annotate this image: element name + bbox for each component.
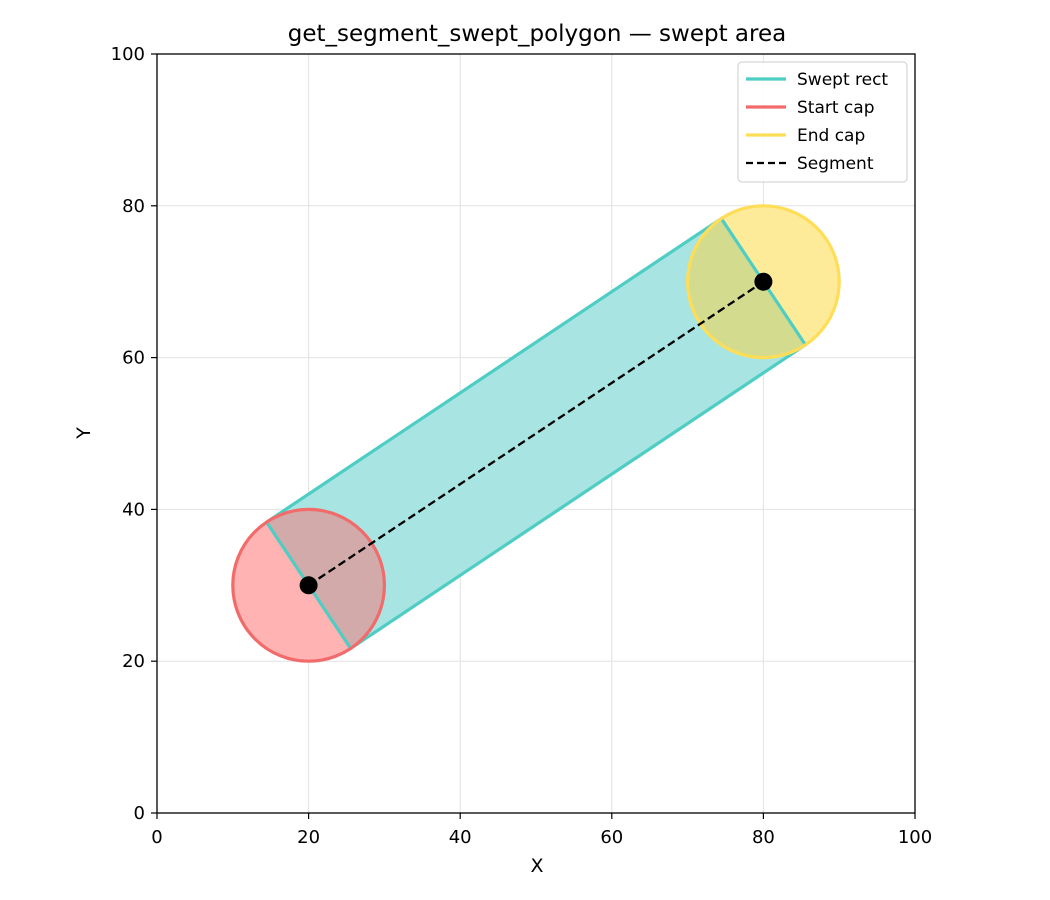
legend-label: End cap <box>797 126 865 146</box>
y-tick-label: 0 <box>134 803 145 824</box>
segment-end-point <box>754 272 773 291</box>
x-tick-label: 20 <box>297 827 320 848</box>
plot-content <box>231 204 841 663</box>
legend-label: Swept rect <box>797 70 888 90</box>
x-axis-label: X <box>530 855 543 877</box>
segment-start-point <box>299 576 318 595</box>
legend-label: Segment <box>797 154 874 174</box>
legend-box <box>737 61 908 183</box>
y-tick-label: 20 <box>122 651 145 672</box>
end-cap-outline <box>686 204 841 360</box>
y-tick-label: 40 <box>122 499 145 520</box>
x-tick-label: 80 <box>752 827 775 848</box>
start-cap-outline <box>231 507 387 663</box>
swept-rect-edge <box>264 216 723 524</box>
x-tick-label: 0 <box>151 827 162 848</box>
x-tick-label: 40 <box>449 827 472 848</box>
x-tick-label: 100 <box>898 827 932 848</box>
y-tick-label: 100 <box>111 44 145 65</box>
y-axis-label: Y <box>73 427 95 440</box>
x-axis: 0 20 40 60 80 100 <box>151 813 932 848</box>
chart-title: get_segment_swept_polygon — swept area <box>288 21 786 47</box>
legend-label: Start cap <box>797 98 875 118</box>
swept-rect-fill <box>266 218 806 649</box>
x-tick-label: 60 <box>600 827 623 848</box>
swept-rect-edge <box>349 343 808 651</box>
y-tick-label: 80 <box>122 196 145 217</box>
legend: Swept rect Start cap End cap Segment <box>737 61 908 183</box>
plot-frame <box>156 53 916 814</box>
segment-line <box>307 280 765 587</box>
y-tick-label: 60 <box>122 348 145 369</box>
y-axis: 0 20 40 60 80 100 <box>111 44 157 824</box>
